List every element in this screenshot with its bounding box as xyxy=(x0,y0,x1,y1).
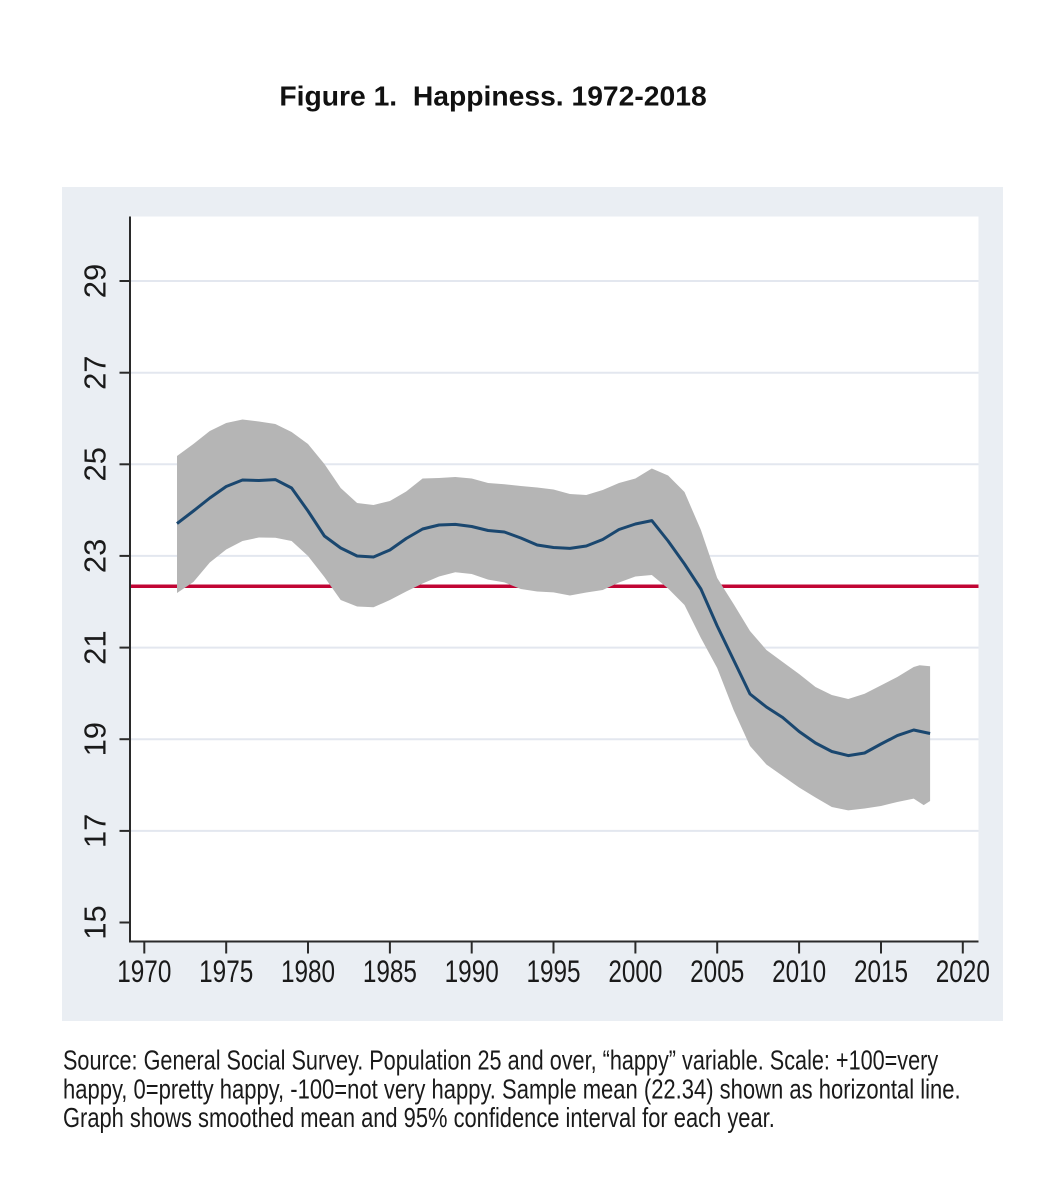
svg-text:1995: 1995 xyxy=(526,954,580,989)
svg-text:23: 23 xyxy=(78,539,113,573)
svg-text:1970: 1970 xyxy=(117,954,171,989)
svg-text:Graph shows smoothed mean and: Graph shows smoothed mean and 95% confid… xyxy=(63,1103,775,1134)
svg-text:1990: 1990 xyxy=(445,954,499,989)
svg-text:1975: 1975 xyxy=(199,954,253,989)
svg-text:2010: 2010 xyxy=(772,954,826,989)
svg-text:15: 15 xyxy=(78,905,113,939)
svg-text:19: 19 xyxy=(78,722,113,756)
svg-text:1980: 1980 xyxy=(281,954,335,989)
svg-text:25: 25 xyxy=(78,447,113,481)
svg-text:happy, 0=pretty happy, -100=no: happy, 0=pretty happy, -100=not very hap… xyxy=(63,1074,961,1105)
svg-text:27: 27 xyxy=(78,355,113,389)
svg-text:2020: 2020 xyxy=(936,954,990,989)
svg-text:2005: 2005 xyxy=(690,954,744,989)
svg-text:17: 17 xyxy=(78,814,113,848)
svg-text:Source: General Social Survey.: Source: General Social Survey. Populatio… xyxy=(63,1045,939,1076)
svg-text:21: 21 xyxy=(78,630,113,664)
svg-text:Figure 1. Happiness. 1972-201: Figure 1. Happiness. 1972-2018 xyxy=(279,81,706,112)
svg-text:29: 29 xyxy=(78,264,113,298)
svg-text:2000: 2000 xyxy=(608,954,662,989)
svg-text:1985: 1985 xyxy=(363,954,417,989)
svg-text:2015: 2015 xyxy=(854,954,908,989)
